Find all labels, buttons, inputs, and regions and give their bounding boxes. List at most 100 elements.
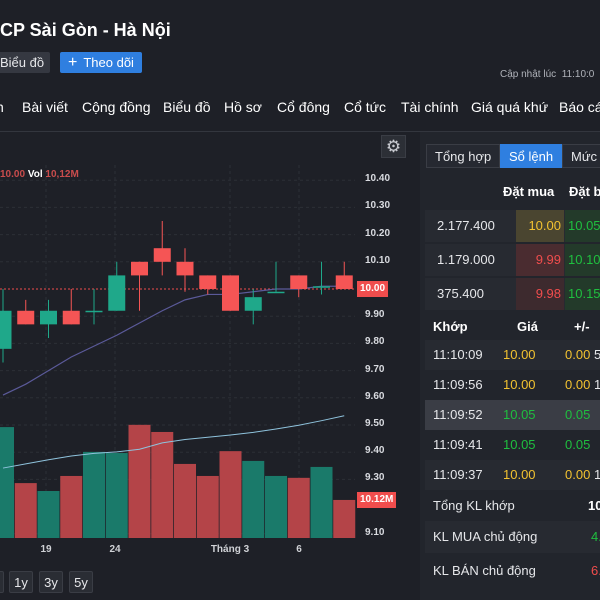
page-title: CP Sài Gòn - Hà Nội <box>0 20 171 40</box>
trade-time: 11:09:52 <box>433 407 483 422</box>
volume-bar <box>310 466 333 538</box>
order-qty: 1.179.000 <box>437 252 495 267</box>
candle-body <box>267 291 285 294</box>
price-chart[interactable] <box>0 0 410 600</box>
volume-bar <box>242 460 265 538</box>
updated-label: Cập nhật lúc <box>500 69 557 80</box>
legend-vol-label: Vol <box>27 169 43 180</box>
nav-item-profile[interactable]: Hồ sơ <box>224 99 262 115</box>
candle-body <box>176 261 194 276</box>
candle-body <box>108 275 126 311</box>
price-tick-label: 9.10 <box>365 526 385 538</box>
trade-price: 10.05 <box>503 407 536 422</box>
trade-row: 11:10:09 10.00 0.00 5 <box>425 340 600 370</box>
trade-change-header: +/- <box>574 319 590 334</box>
candle-body <box>17 310 35 325</box>
nav-item-finance[interactable]: Tài chính <box>401 99 459 115</box>
range-button-3y[interactable]: 3y <box>39 571 63 593</box>
summary-label: KL BÁN chủ động <box>433 563 536 578</box>
trade-change: 0.00 <box>565 347 591 362</box>
volume-bar <box>219 451 242 538</box>
tab-order-book[interactable]: Sổ lệnh <box>500 144 563 168</box>
trade-row: 11:09:37 10.00 0.00 1.0 <box>425 460 600 490</box>
chart-button[interactable]: Biểu đồ <box>0 52 51 73</box>
ask-price[interactable]: 10.10 <box>565 244 600 276</box>
trade-price: 10.00 <box>503 377 536 392</box>
volume-bar <box>83 451 105 538</box>
range-button-1y[interactable]: 1y <box>9 571 33 593</box>
trade-change: 0.00 <box>565 467 591 482</box>
candle-body <box>290 275 308 289</box>
price-tick-label: 9.80 <box>365 336 385 348</box>
summary-row: KL MUA chủ động 4.0 <box>425 521 600 553</box>
candle-body <box>222 275 239 311</box>
x-label: 24 <box>109 544 121 555</box>
volume-bar <box>128 424 151 538</box>
ask-header: Đặt b <box>569 184 600 199</box>
tab-summary[interactable]: Tổng hợp <box>426 144 501 168</box>
chart-settings-button[interactable]: ⚙ <box>381 135 406 158</box>
summary-value: 4.0 <box>591 529 600 544</box>
price-tick-label: 9.30 <box>365 472 385 484</box>
nav-item-reports[interactable]: Báo cá <box>559 99 600 115</box>
ask-price[interactable]: 10.05 <box>565 210 600 242</box>
bid-price[interactable]: 9.99 <box>516 244 564 276</box>
trade-price: 10.00 <box>503 467 536 482</box>
order-qty: 2.177.400 <box>437 218 495 233</box>
last-price-tag: 10.00 <box>357 281 389 297</box>
legend-vol: 10,12M <box>45 169 79 180</box>
candle-body <box>0 310 12 349</box>
order-qty: 375.400 <box>437 286 484 301</box>
candle-body <box>62 310 80 325</box>
summary-label: KL MUA chủ động <box>433 529 538 544</box>
price-tick-label: 10.10 <box>365 254 391 266</box>
bid-price[interactable]: 10.00 <box>516 210 564 242</box>
ma-line <box>2 285 345 396</box>
range-button-5y[interactable]: 5y <box>69 571 93 593</box>
trade-volume: 1.0 <box>594 377 600 392</box>
trade-time-header: Khớp <box>433 319 468 334</box>
candle-body <box>85 310 103 313</box>
nav-item-dividends[interactable]: Cổ tức <box>344 99 387 115</box>
nav-item-posts[interactable]: Bài viết <box>22 99 68 115</box>
order-row: 2.177.400 10.00 10.05 <box>425 210 600 242</box>
range-button-partial[interactable] <box>0 571 4 593</box>
nav-item-community[interactable]: Cộng đồng <box>82 99 151 115</box>
order-row: 375.400 9.98 10.15 <box>425 278 600 310</box>
summary-value: 10.1 <box>588 498 600 513</box>
nav-item-chart[interactable]: Biểu đồ <box>163 99 211 115</box>
price-tick-label: 9.70 <box>365 363 385 375</box>
volume-bar <box>196 475 219 538</box>
nav-item-partial[interactable]: n <box>0 99 4 115</box>
candle-body <box>153 248 171 262</box>
trade-row: 11:09:56 10.00 0.00 1.0 <box>425 370 600 400</box>
trade-row: 11:09:52 10.05 0.05 <box>425 400 600 430</box>
follow-button[interactable]: + Theo dõi <box>60 52 142 73</box>
candle-body <box>199 275 217 289</box>
volume-bar <box>151 431 174 538</box>
trade-volume: 5 <box>594 347 600 362</box>
nav-item-history[interactable]: Giá quá khứ <box>471 99 549 115</box>
summary-row: KL BÁN chủ động 6.0 <box>425 555 600 587</box>
x-label: Tháng 3 <box>210 544 250 555</box>
volume-bar <box>333 499 356 538</box>
trade-change: 0.05 <box>565 437 591 452</box>
chart-legend: 10.00 Vol 10,12M <box>0 169 79 180</box>
trade-time: 11:09:37 <box>433 467 483 482</box>
volume-bar <box>174 463 196 538</box>
order-row: 1.179.000 9.99 10.10 <box>425 244 600 276</box>
follow-label: Theo dõi <box>83 55 134 70</box>
trade-price: 10.05 <box>503 437 536 452</box>
trade-row: 11:09:41 10.05 0.05 <box>425 430 600 460</box>
bid-price[interactable]: 9.98 <box>516 278 564 310</box>
x-label: 19 <box>40 544 52 555</box>
price-tick-label: 9.90 <box>365 309 385 321</box>
tab-price-level[interactable]: Mức g <box>562 144 600 168</box>
trade-price: 10.00 <box>503 347 536 362</box>
ask-price[interactable]: 10.15 <box>565 278 600 310</box>
nav-item-shareholders[interactable]: Cổ đông <box>277 99 330 115</box>
trade-price-header: Giá <box>517 319 538 334</box>
summary-value: 6.0 <box>591 563 600 578</box>
candle-body <box>40 310 57 325</box>
price-tick-label: 10.30 <box>365 200 391 212</box>
